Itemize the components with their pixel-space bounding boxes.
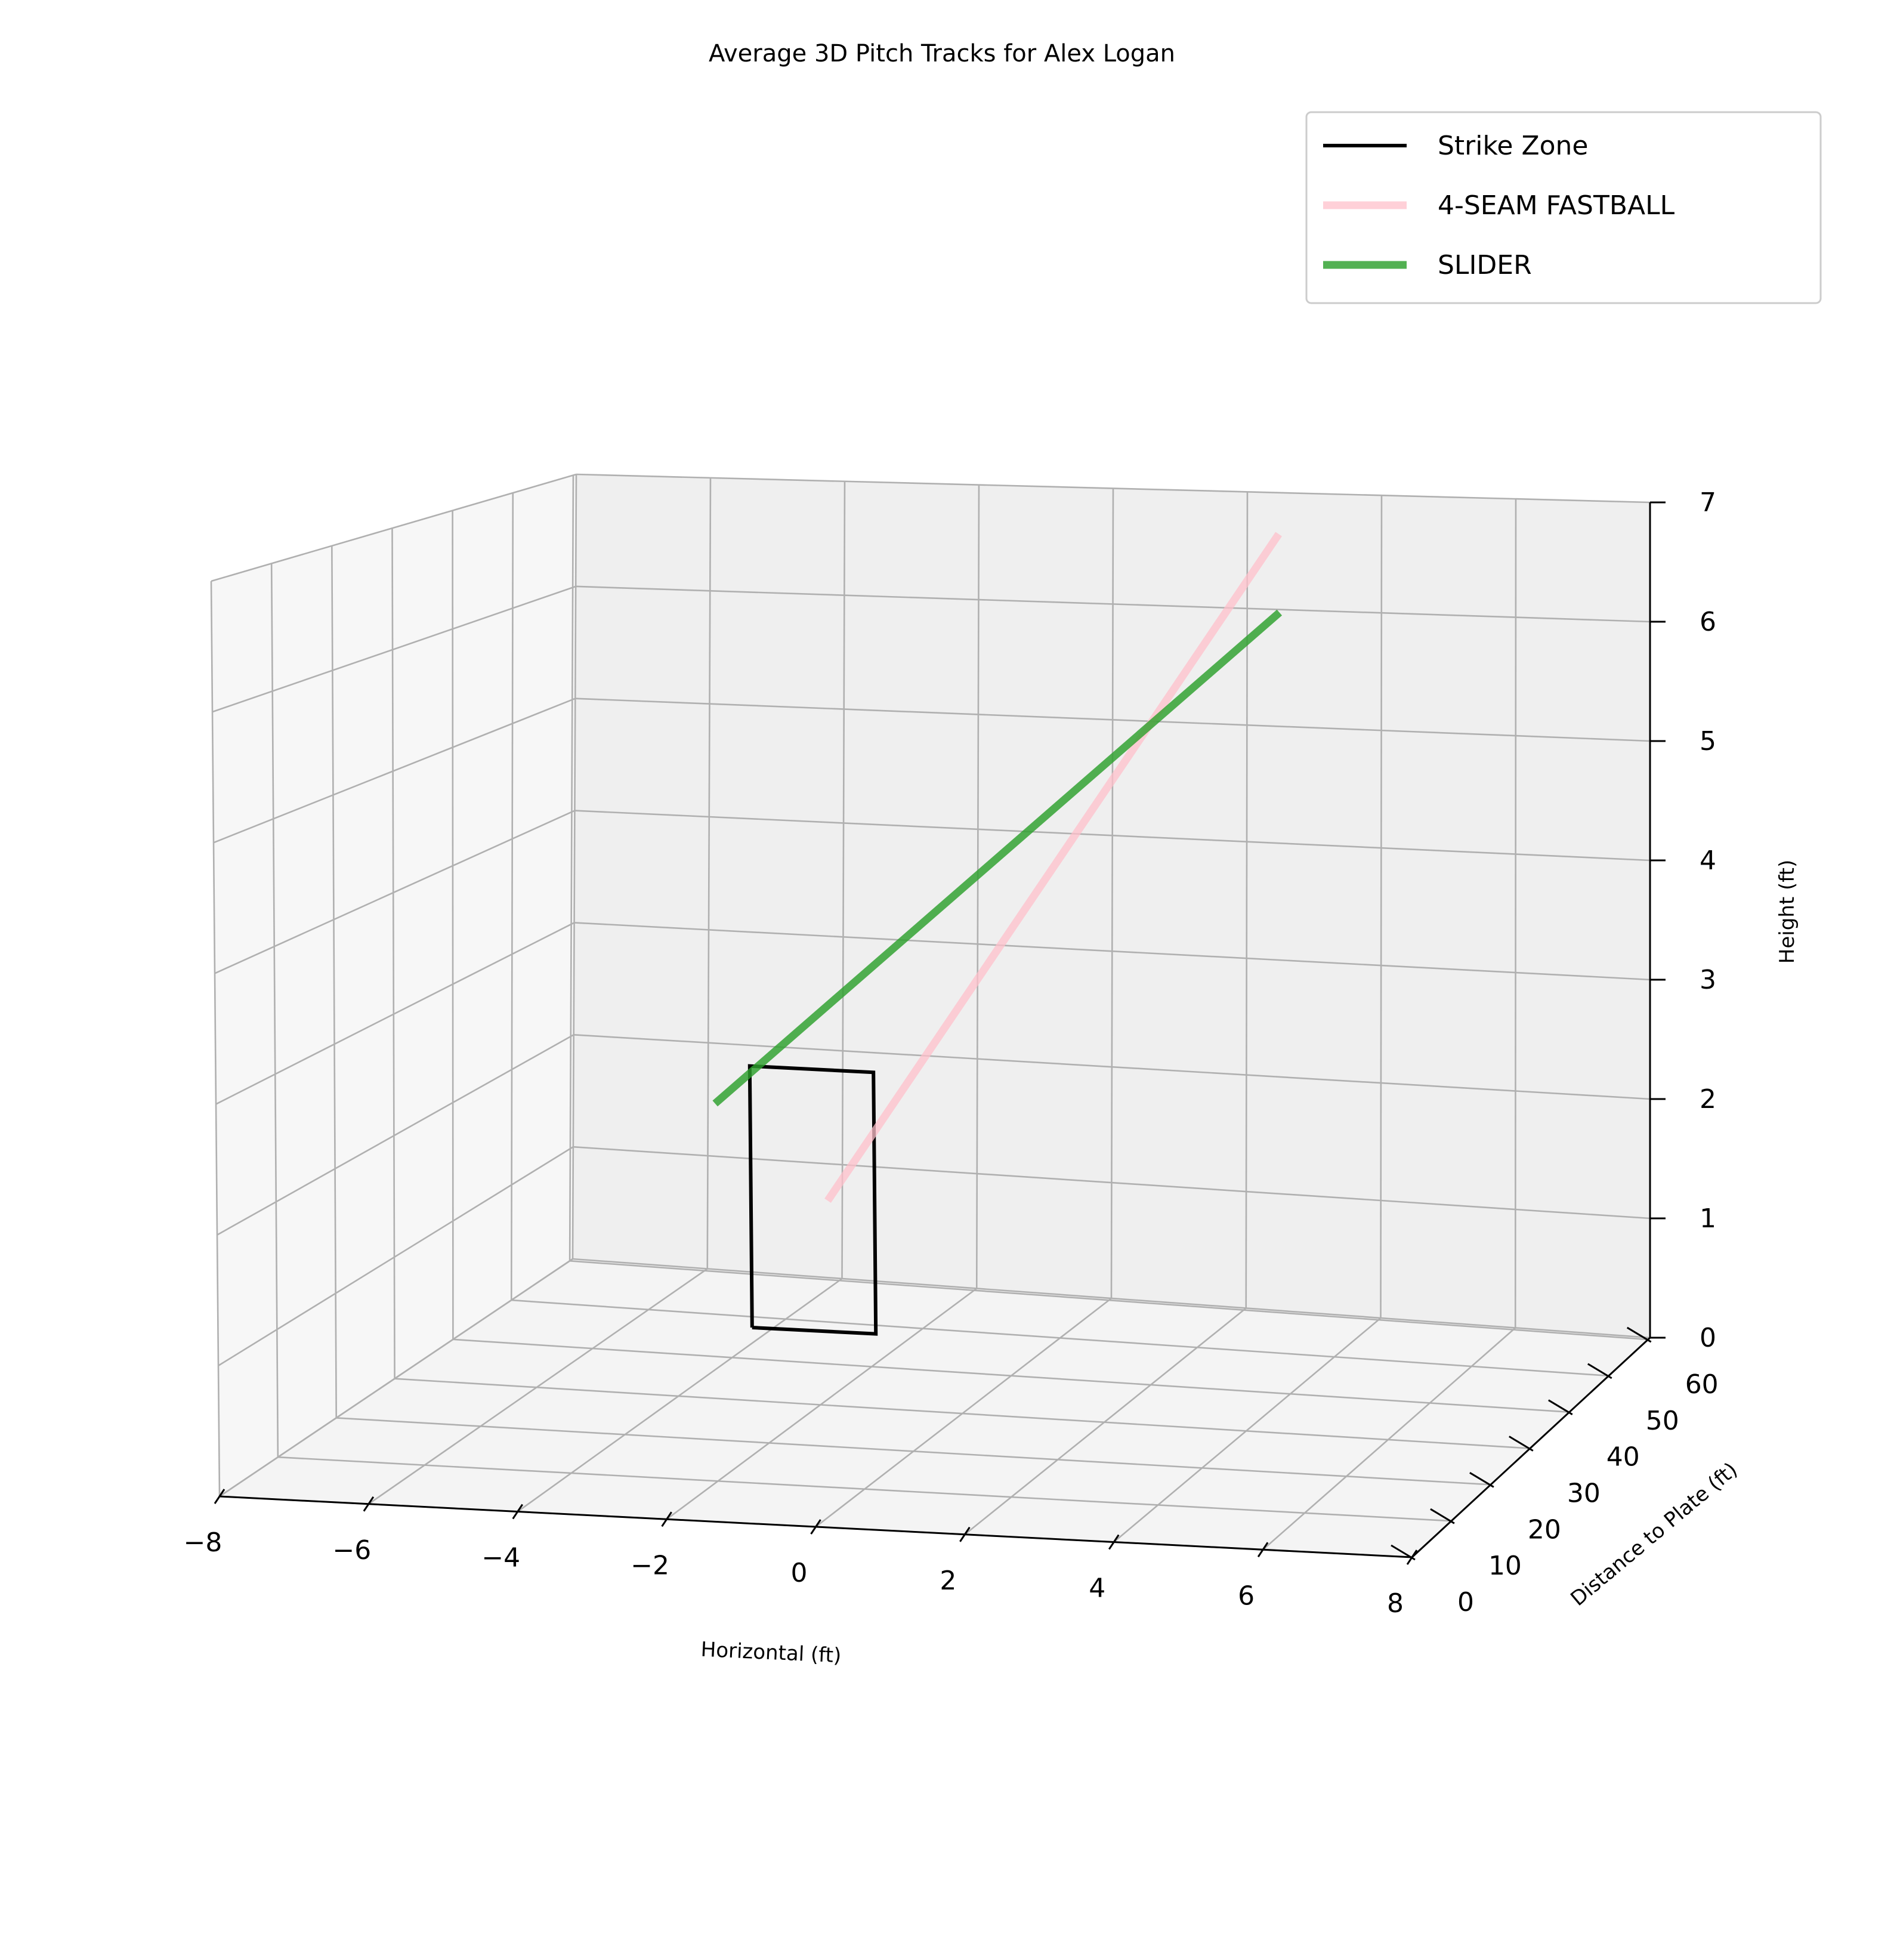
grid-line-back-x [975, 484, 980, 1289]
axis-panes [211, 474, 1650, 1557]
x-tick-label: −6 [332, 1535, 371, 1566]
x-tick-label: 8 [1387, 1588, 1404, 1619]
floor-pane [220, 1259, 1650, 1557]
x-tick-mark [1257, 1542, 1269, 1558]
x-tick-label: 2 [940, 1566, 956, 1596]
legend-label-slider: SLIDER [1438, 250, 1532, 280]
grid-line-left-z [214, 810, 575, 974]
legend: Strike Zone 4-SEAM FASTBALL SLIDER [1305, 111, 1822, 304]
z-tick-label: 7 [1700, 487, 1716, 518]
z-tick-label: 0 [1700, 1323, 1716, 1353]
grid-lines [210, 473, 1651, 1558]
grid-line-left-y [270, 563, 279, 1458]
grid-line-left-y [391, 528, 396, 1379]
y-tick-mark [1391, 1544, 1416, 1561]
chart-title: Average 3D Pitch Tracks for Alex Logan [709, 40, 1175, 67]
grid-line-left-z [212, 585, 576, 713]
legend-box [1305, 111, 1822, 304]
y-tick-mark [1626, 1326, 1652, 1343]
grid-line-floor-y [453, 1338, 1569, 1413]
grid-line-back-z [576, 473, 1651, 504]
grid-line-floor-y [336, 1417, 1491, 1486]
grid-line-back-x [1245, 492, 1249, 1308]
y-tick-label: 20 [1528, 1514, 1561, 1545]
y-tick-mark [1587, 1363, 1612, 1379]
x-tick-mark [363, 1496, 375, 1512]
x-tick-label: −4 [481, 1543, 520, 1573]
legend-label-4-seam-fastball: 4-SEAM FASTBALL [1438, 190, 1675, 221]
x-tick-label: −2 [631, 1550, 669, 1581]
grid-line-left-z [217, 1034, 574, 1236]
grid-line-left-z [215, 922, 575, 1105]
z-tick-label: 3 [1700, 965, 1716, 995]
grid-line-back-z [573, 1146, 1651, 1220]
x-tick-mark [512, 1504, 523, 1520]
grid-line-left-z [218, 1146, 574, 1366]
grid-line-back-x [1380, 495, 1383, 1319]
grid-line-floor-y [277, 1456, 1452, 1522]
grid-line-left-y [210, 581, 221, 1497]
x-tick-mark [661, 1511, 672, 1527]
y-tick-label: 30 [1567, 1479, 1601, 1509]
data-series [712, 532, 1283, 1336]
x-tick-label: 0 [791, 1558, 808, 1588]
y-tick-label: 60 [1685, 1369, 1719, 1400]
x-tick-mark [214, 1489, 225, 1504]
z-tick-label: 2 [1700, 1084, 1716, 1115]
z-tick-label: 6 [1700, 607, 1716, 637]
grid-line-back-z [574, 922, 1651, 981]
grid-line-back-x [706, 477, 712, 1269]
x-tick-mark [810, 1519, 821, 1535]
grid-line-back-x [1110, 488, 1114, 1299]
y-tick-label: 0 [1457, 1587, 1474, 1618]
grid-line-floor-y [394, 1378, 1530, 1449]
z-tick-label: 4 [1700, 845, 1716, 876]
series-line-strike-zone [747, 1064, 878, 1336]
series-line-slider [712, 609, 1283, 1107]
grid-line-left-z [213, 697, 576, 844]
grid-line-back-z [575, 697, 1651, 742]
x-tick-label: −8 [184, 1527, 223, 1558]
z-tick-label: 5 [1700, 726, 1716, 757]
grid-line-back-z [573, 1033, 1651, 1100]
z-tick-label: 1 [1700, 1203, 1716, 1234]
y-tick-label: 10 [1488, 1551, 1522, 1581]
grid-line-left-z [219, 1258, 573, 1498]
y-axis-line [1411, 1336, 1651, 1558]
grid-line-back-x [1514, 499, 1517, 1328]
x-tick-mark [959, 1526, 971, 1542]
series-line-4-seam-fastball [824, 532, 1282, 1203]
grid-line-back-z [576, 585, 1651, 623]
legend-label-strike-zone: Strike Zone [1438, 131, 1588, 161]
y-tick-mark [1548, 1399, 1573, 1415]
grid-line-floor-y [570, 1260, 1648, 1341]
y-tick-mark [1469, 1472, 1494, 1488]
grid-line-back-x [841, 481, 846, 1279]
y-tick-label: 50 [1646, 1406, 1679, 1436]
y-tick-mark [1509, 1436, 1534, 1452]
grid-line-back-z [574, 810, 1651, 862]
grid-line-left-y [569, 475, 574, 1261]
x-tick-mark [1108, 1534, 1120, 1550]
grid-line-floor-y [511, 1299, 1609, 1377]
z-axis-label: Height (ft) [1775, 860, 1799, 964]
grid-line-left-y [510, 493, 514, 1301]
y-tick-label: 40 [1606, 1442, 1640, 1473]
x-tick-label: 4 [1089, 1573, 1105, 1604]
grid-line-left-z [211, 473, 577, 582]
grid-line-left-y [331, 545, 338, 1418]
grid-line-back-x [571, 474, 577, 1260]
x-tick-label: 6 [1238, 1581, 1255, 1611]
y-tick-mark [1430, 1508, 1455, 1524]
